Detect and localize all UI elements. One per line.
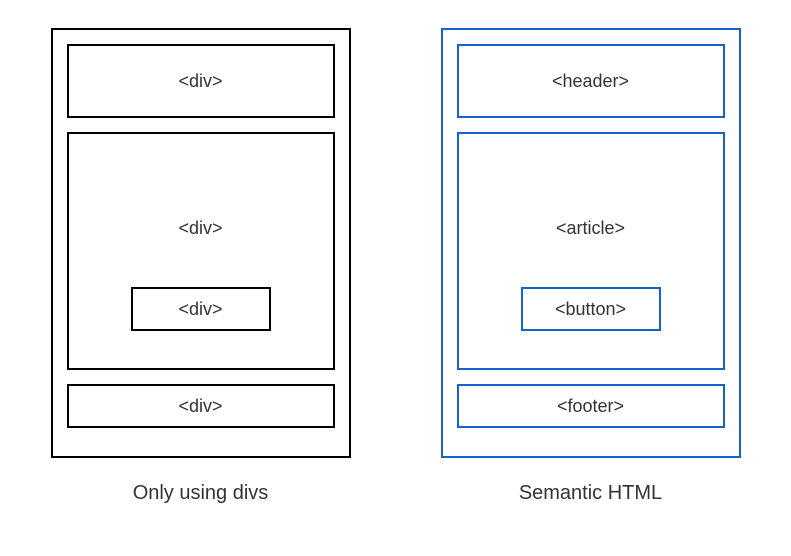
left-button-box: <div> bbox=[131, 287, 271, 331]
left-caption: Only using divs bbox=[133, 482, 269, 505]
left-button-label: <div> bbox=[178, 299, 222, 320]
right-footer-label: <footer> bbox=[557, 396, 624, 417]
right-button-box: <button> bbox=[521, 287, 661, 331]
right-header-box: <header> bbox=[457, 44, 725, 118]
left-article-box: <div> <div> bbox=[67, 132, 335, 370]
right-panel: <header> <article> <button> <footer> Sem… bbox=[441, 28, 741, 505]
right-wireframe: <header> <article> <button> <footer> bbox=[441, 28, 741, 458]
left-wireframe: <div> <div> <div> <div> bbox=[51, 28, 351, 458]
left-header-label: <div> bbox=[178, 71, 222, 92]
right-article-label: <article> bbox=[556, 218, 625, 239]
right-article-box: <article> <button> bbox=[457, 132, 725, 370]
left-article-label: <div> bbox=[178, 218, 222, 239]
left-header-box: <div> bbox=[67, 44, 335, 118]
right-footer-box: <footer> bbox=[457, 384, 725, 428]
left-footer-box: <div> bbox=[67, 384, 335, 428]
right-button-label: <button> bbox=[555, 299, 626, 320]
right-header-label: <header> bbox=[552, 71, 629, 92]
left-footer-label: <div> bbox=[178, 396, 222, 417]
left-panel: <div> <div> <div> <div> Only using divs bbox=[51, 28, 351, 505]
right-caption: Semantic HTML bbox=[519, 482, 662, 505]
